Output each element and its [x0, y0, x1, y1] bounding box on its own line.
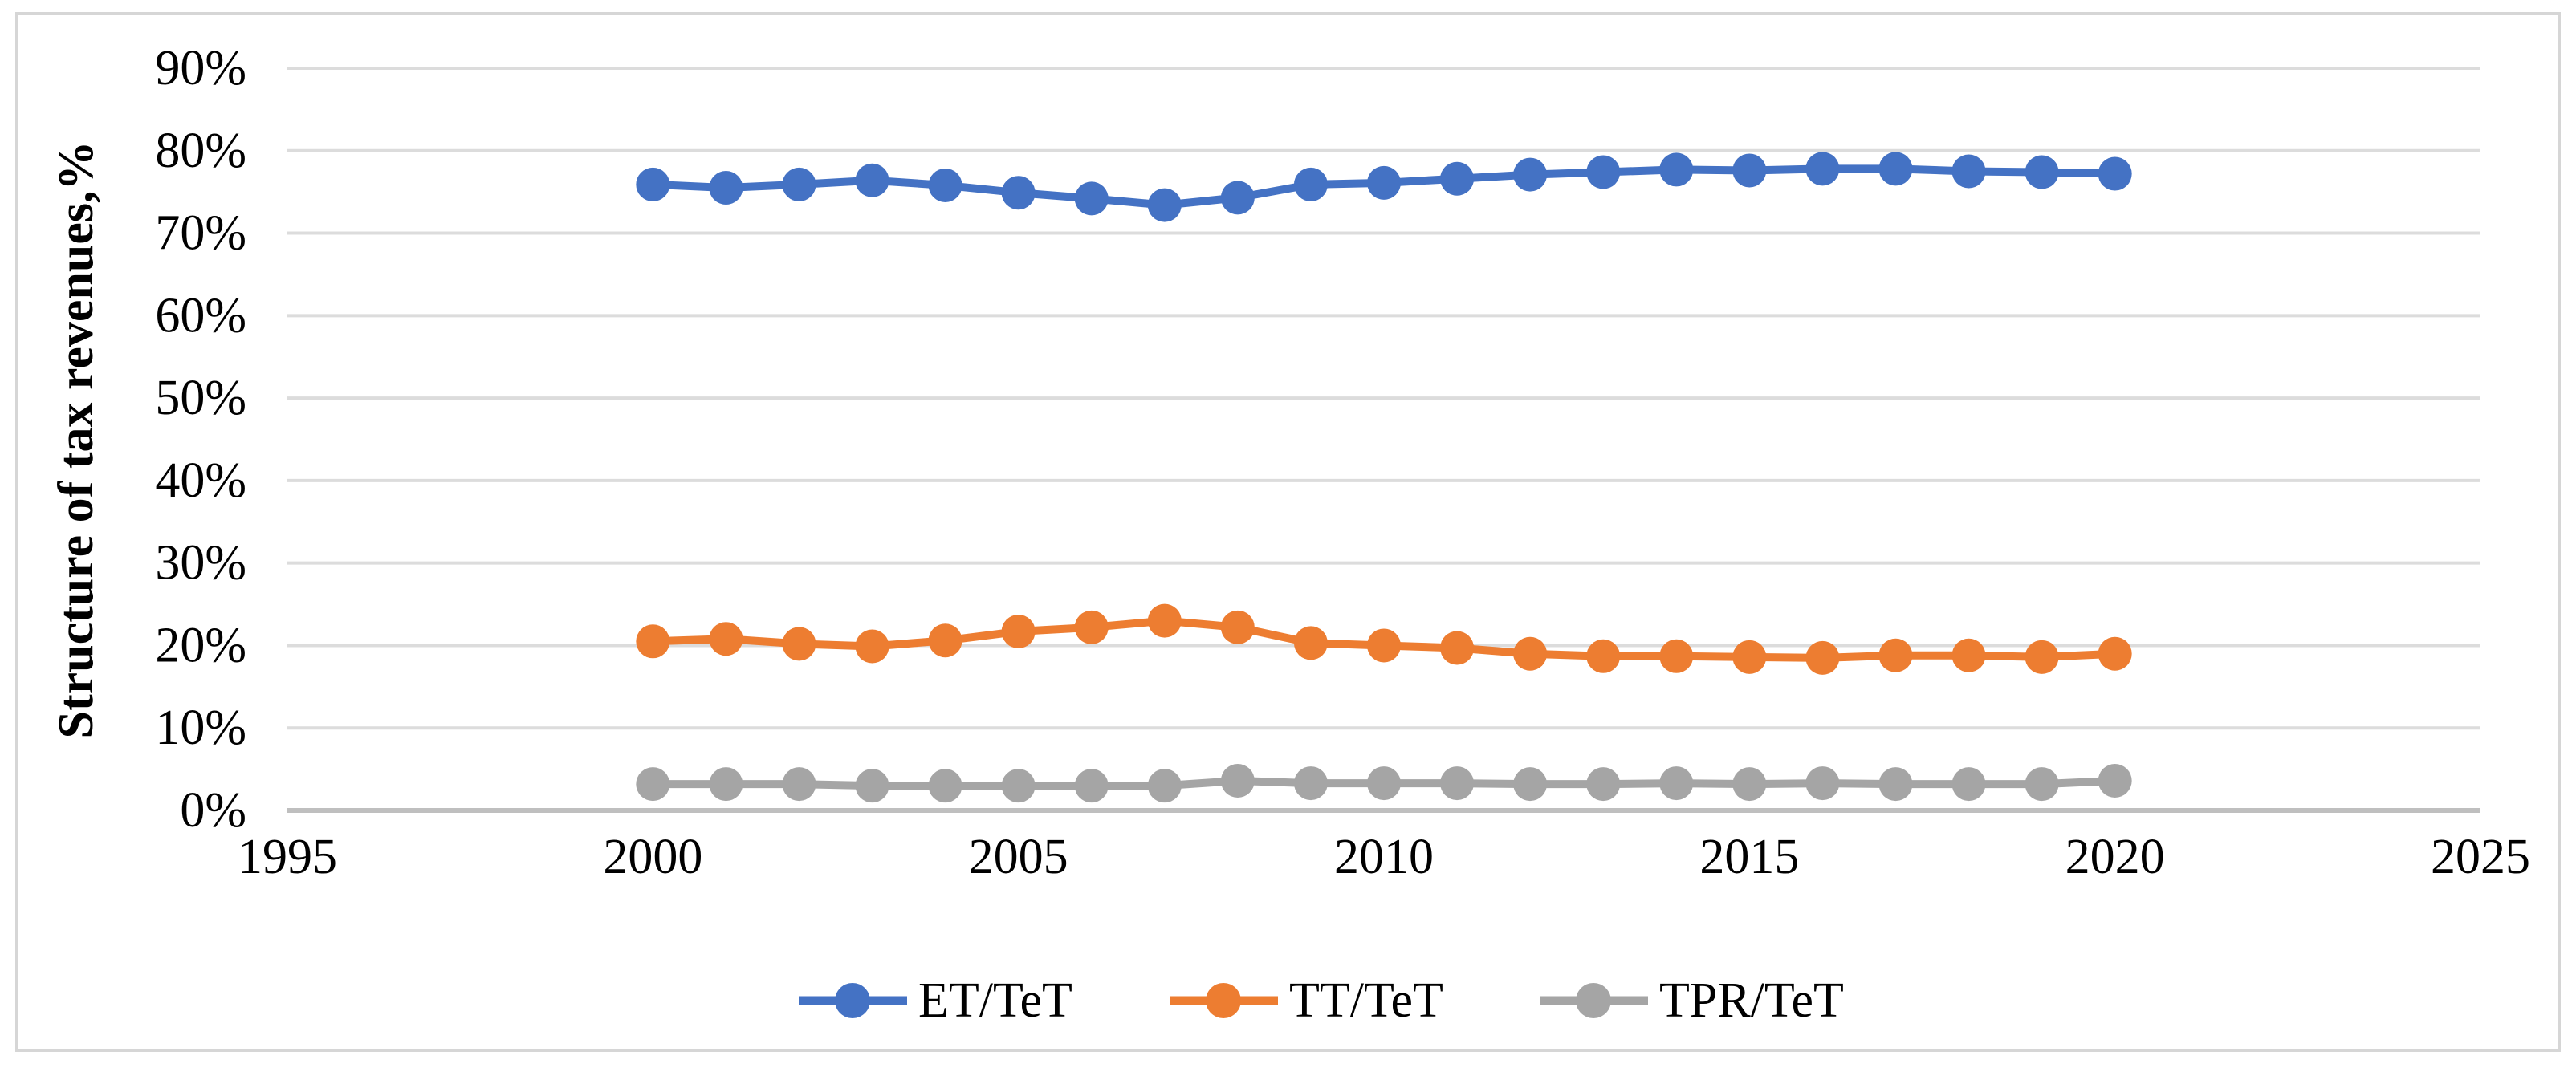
legend-marker-circle-TT/TeT: [1206, 983, 1241, 1018]
data-point-TT/TeT-2015: [1732, 640, 1767, 674]
x-tick-label: 1995: [238, 830, 337, 884]
figure-border: [15, 12, 2561, 1052]
legend-marker-circle-TPR/TeT: [1576, 983, 1611, 1018]
data-point-TT/TeT-2013: [1586, 639, 1621, 673]
data-point-TT/TeT-2004: [928, 623, 962, 658]
data-point-TPR/TeT-2011: [1440, 766, 1475, 801]
data-point-TPR/TeT-2004: [928, 769, 962, 803]
data-point-TPR/TeT-2020: [2098, 764, 2132, 798]
x-tick-label: 2020: [2065, 830, 2165, 884]
data-point-TPR/TeT-2009: [1293, 766, 1328, 801]
data-point-TT/TeT-2000: [636, 624, 670, 659]
data-point-ET/TeT-2018: [1951, 154, 1986, 189]
legend-label-TT/TeT: TT/TeT: [1289, 973, 1443, 1028]
data-point-TPR/TeT-2018: [1951, 767, 1986, 802]
data-point-TPR/TeT-2002: [782, 767, 816, 802]
data-point-TT/TeT-2010: [1367, 628, 1401, 663]
y-tick-label: 80%: [155, 124, 246, 178]
data-point-TT/TeT-2003: [855, 629, 889, 664]
data-point-ET/TeT-2005: [1001, 176, 1036, 210]
legend-label-TPR/TeT: TPR/TeT: [1659, 973, 1844, 1028]
data-point-TT/TeT-2016: [1805, 640, 1840, 675]
data-point-ET/TeT-2012: [1513, 157, 1548, 192]
data-point-ET/TeT-2008: [1220, 181, 1255, 215]
data-point-ET/TeT-2010: [1367, 165, 1401, 200]
data-point-TT/TeT-2014: [1659, 639, 1694, 673]
data-point-TPR/TeT-2016: [1805, 766, 1840, 801]
data-point-ET/TeT-2015: [1732, 153, 1767, 188]
data-point-TPR/TeT-2012: [1513, 767, 1548, 802]
data-point-TPR/TeT-2003: [855, 769, 889, 803]
data-point-TT/TeT-2019: [2025, 640, 2059, 674]
data-point-TT/TeT-2017: [1878, 638, 1913, 672]
data-point-ET/TeT-2004: [928, 168, 962, 202]
data-point-TT/TeT-2020: [2098, 636, 2132, 671]
data-point-TT/TeT-2008: [1220, 610, 1255, 644]
data-point-ET/TeT-2019: [2025, 155, 2059, 189]
data-point-TT/TeT-2002: [782, 627, 816, 661]
data-point-TPR/TeT-2006: [1074, 769, 1109, 803]
data-point-TPR/TeT-2015: [1732, 767, 1767, 802]
data-point-TPR/TeT-2007: [1147, 769, 1182, 803]
y-tick-label: 30%: [155, 536, 246, 591]
data-point-TT/TeT-2012: [1513, 636, 1548, 671]
data-point-TPR/TeT-2014: [1659, 766, 1694, 801]
data-point-ET/TeT-2003: [855, 163, 889, 197]
x-tick-label: 2010: [1334, 830, 1434, 884]
data-point-ET/TeT-2020: [2098, 156, 2132, 191]
data-point-ET/TeT-2000: [636, 167, 670, 201]
y-tick-label: 60%: [155, 288, 246, 343]
data-point-TPR/TeT-2010: [1367, 766, 1401, 801]
data-point-TT/TeT-2007: [1147, 603, 1182, 638]
data-point-TT/TeT-2018: [1951, 638, 1986, 672]
x-tick-label: 2025: [2431, 830, 2530, 884]
data-point-TT/TeT-2006: [1074, 610, 1109, 644]
data-point-TT/TeT-2011: [1440, 631, 1475, 665]
y-tick-label: 40%: [155, 453, 246, 508]
data-point-ET/TeT-2009: [1293, 167, 1328, 201]
x-tick-label: 2005: [969, 830, 1068, 884]
data-point-ET/TeT-2007: [1147, 188, 1182, 222]
legend-label-ET/TeT: ET/TeT: [918, 973, 1072, 1028]
data-point-ET/TeT-2001: [709, 171, 743, 205]
data-point-TPR/TeT-2000: [636, 767, 670, 802]
data-point-TPR/TeT-2005: [1001, 769, 1036, 803]
data-point-TPR/TeT-2017: [1878, 767, 1913, 802]
y-tick-label: 20%: [155, 618, 246, 672]
data-point-TT/TeT-2009: [1293, 626, 1328, 660]
data-point-ET/TeT-2006: [1074, 181, 1109, 216]
y-tick-label: 90%: [155, 41, 246, 95]
data-point-ET/TeT-2014: [1659, 152, 1694, 187]
y-tick-label: 70%: [155, 206, 246, 261]
data-point-ET/TeT-2016: [1805, 152, 1840, 186]
x-tick-label: 2000: [603, 830, 702, 884]
legend-marker-circle-ET/TeT: [835, 983, 870, 1018]
data-point-TT/TeT-2005: [1001, 614, 1036, 648]
data-point-ET/TeT-2002: [782, 167, 816, 201]
data-point-ET/TeT-2013: [1586, 155, 1621, 189]
data-point-ET/TeT-2017: [1878, 152, 1913, 186]
data-point-TPR/TeT-2008: [1220, 764, 1255, 798]
data-point-TPR/TeT-2019: [2025, 767, 2059, 802]
y-tick-label: 10%: [155, 700, 246, 755]
y-tick-label: 0%: [180, 783, 246, 838]
data-point-TPR/TeT-2013: [1586, 767, 1621, 802]
data-point-ET/TeT-2011: [1440, 161, 1475, 196]
data-point-TT/TeT-2001: [709, 622, 743, 656]
x-tick-label: 2015: [1699, 830, 1799, 884]
y-tick-label: 50%: [155, 371, 246, 425]
y-axis-title: Structure of tax revenues,%: [49, 140, 104, 738]
data-point-TPR/TeT-2001: [709, 767, 743, 802]
